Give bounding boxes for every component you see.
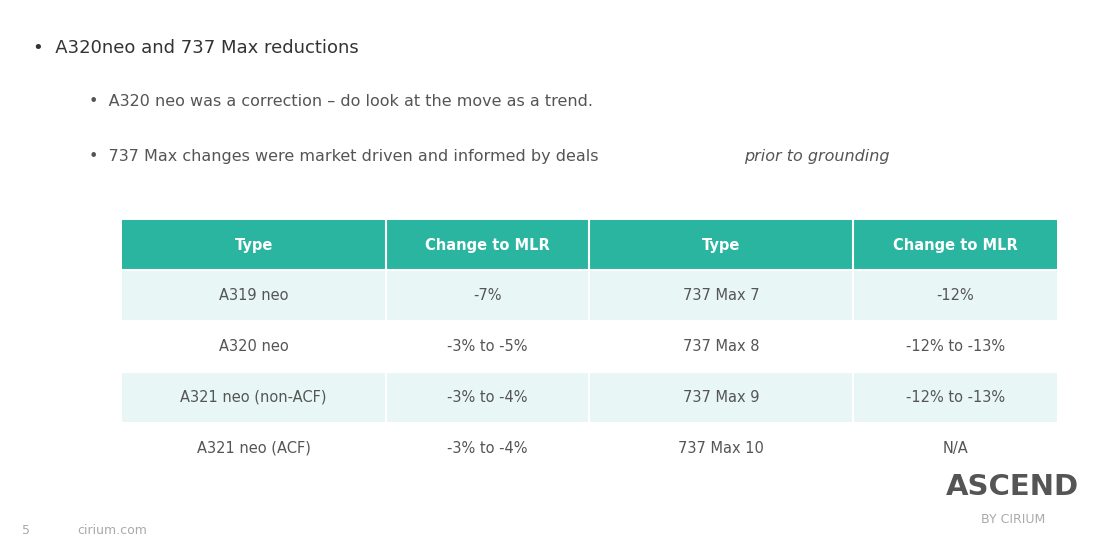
- Text: •  737 Max changes were market driven and informed by deals: • 737 Max changes were market driven and…: [89, 149, 603, 164]
- Text: -3% to -5%: -3% to -5%: [447, 339, 528, 354]
- Text: A321 neo (ACF): A321 neo (ACF): [197, 441, 311, 456]
- Text: -12% to -13%: -12% to -13%: [906, 339, 1005, 354]
- Text: -3% to -4%: -3% to -4%: [447, 390, 528, 405]
- Text: -3% to -4%: -3% to -4%: [447, 441, 528, 456]
- Text: Change to MLR: Change to MLR: [425, 237, 550, 253]
- Text: •  A320neo and 737 Max reductions: • A320neo and 737 Max reductions: [33, 39, 359, 57]
- Text: 5: 5: [22, 524, 30, 537]
- Text: Change to MLR: Change to MLR: [893, 237, 1017, 253]
- Text: 737 Max 7: 737 Max 7: [683, 288, 759, 303]
- Text: A320 neo: A320 neo: [219, 339, 289, 354]
- Text: A319 neo: A319 neo: [219, 288, 289, 303]
- Text: A321 neo (non-ACF): A321 neo (non-ACF): [180, 390, 327, 405]
- Text: -12% to -13%: -12% to -13%: [906, 390, 1005, 405]
- Text: Type: Type: [235, 237, 272, 253]
- Text: -12%: -12%: [937, 288, 974, 303]
- Text: ASCEND: ASCEND: [946, 473, 1079, 501]
- Text: BY CIRIUM: BY CIRIUM: [981, 513, 1045, 526]
- Text: •  A320 neo was a correction – do look at the move as a trend.: • A320 neo was a correction – do look at…: [89, 94, 592, 109]
- Text: prior to grounding: prior to grounding: [744, 149, 889, 164]
- Text: -7%: -7%: [474, 288, 501, 303]
- Text: N/A: N/A: [942, 441, 969, 456]
- Text: 737 Max 10: 737 Max 10: [679, 441, 764, 456]
- Text: Type: Type: [702, 237, 741, 253]
- Text: 737 Max 8: 737 Max 8: [683, 339, 759, 354]
- Text: 737 Max 9: 737 Max 9: [683, 390, 759, 405]
- Text: cirium.com: cirium.com: [77, 524, 147, 537]
